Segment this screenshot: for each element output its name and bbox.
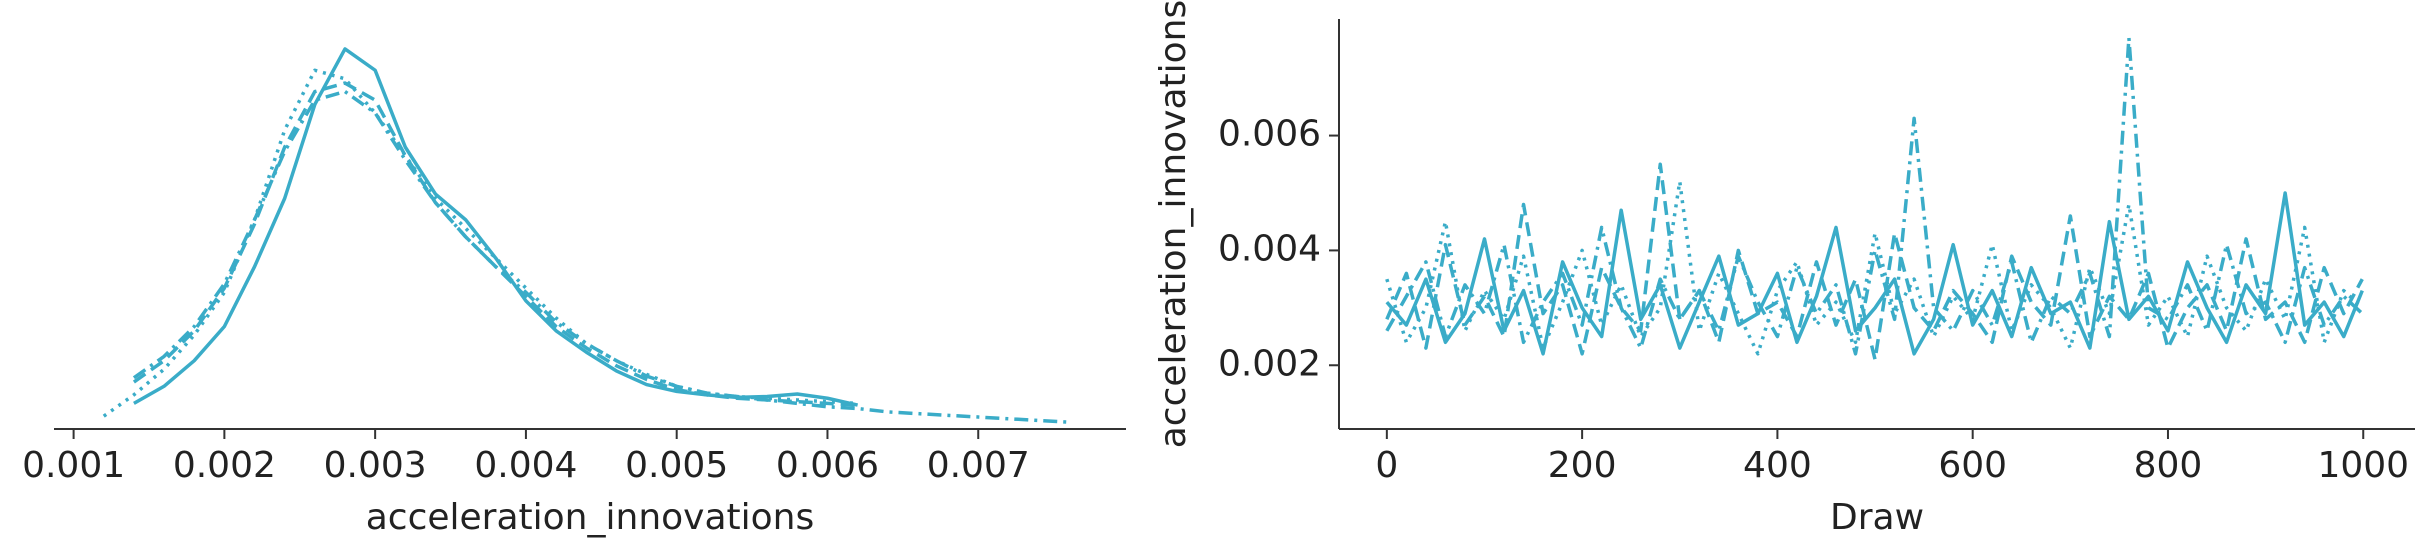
x-tick-label: 800 [2134,445,2203,486]
x-tick-label: 0.005 [625,445,728,486]
x-tick-label: 0.004 [474,445,577,486]
y-axis-label: acceleration_innovations [1153,0,1194,448]
series-line [1385,179,2364,356]
y-tick-label: 0.006 [1218,114,1321,155]
x-tick-label: 600 [1938,445,2007,486]
x-tick-label: 0.002 [173,445,276,486]
x-tick-label: 400 [1743,445,1812,486]
x-tick-label: 0.003 [324,445,427,486]
x-tick-label: 1000 [2317,445,2409,486]
y-tick-label: 0.002 [1218,343,1321,384]
x-tick-label: 200 [1548,445,1617,486]
y-tick-label: 0.004 [1218,228,1321,269]
x-axis-label: Draw [1830,497,1924,538]
series-line [132,89,1069,424]
x-axis-label: acceleration_innovations [366,497,815,538]
x-tick-label: 0 [1375,445,1398,486]
series-line [102,68,858,418]
series-line [1385,191,2364,356]
x-tick-label: 0.007 [927,445,1030,486]
series-line [133,47,859,407]
series-line [1385,36,2364,356]
x-tick-label: 0.001 [22,445,125,486]
x-tick-label: 0.006 [776,445,879,486]
